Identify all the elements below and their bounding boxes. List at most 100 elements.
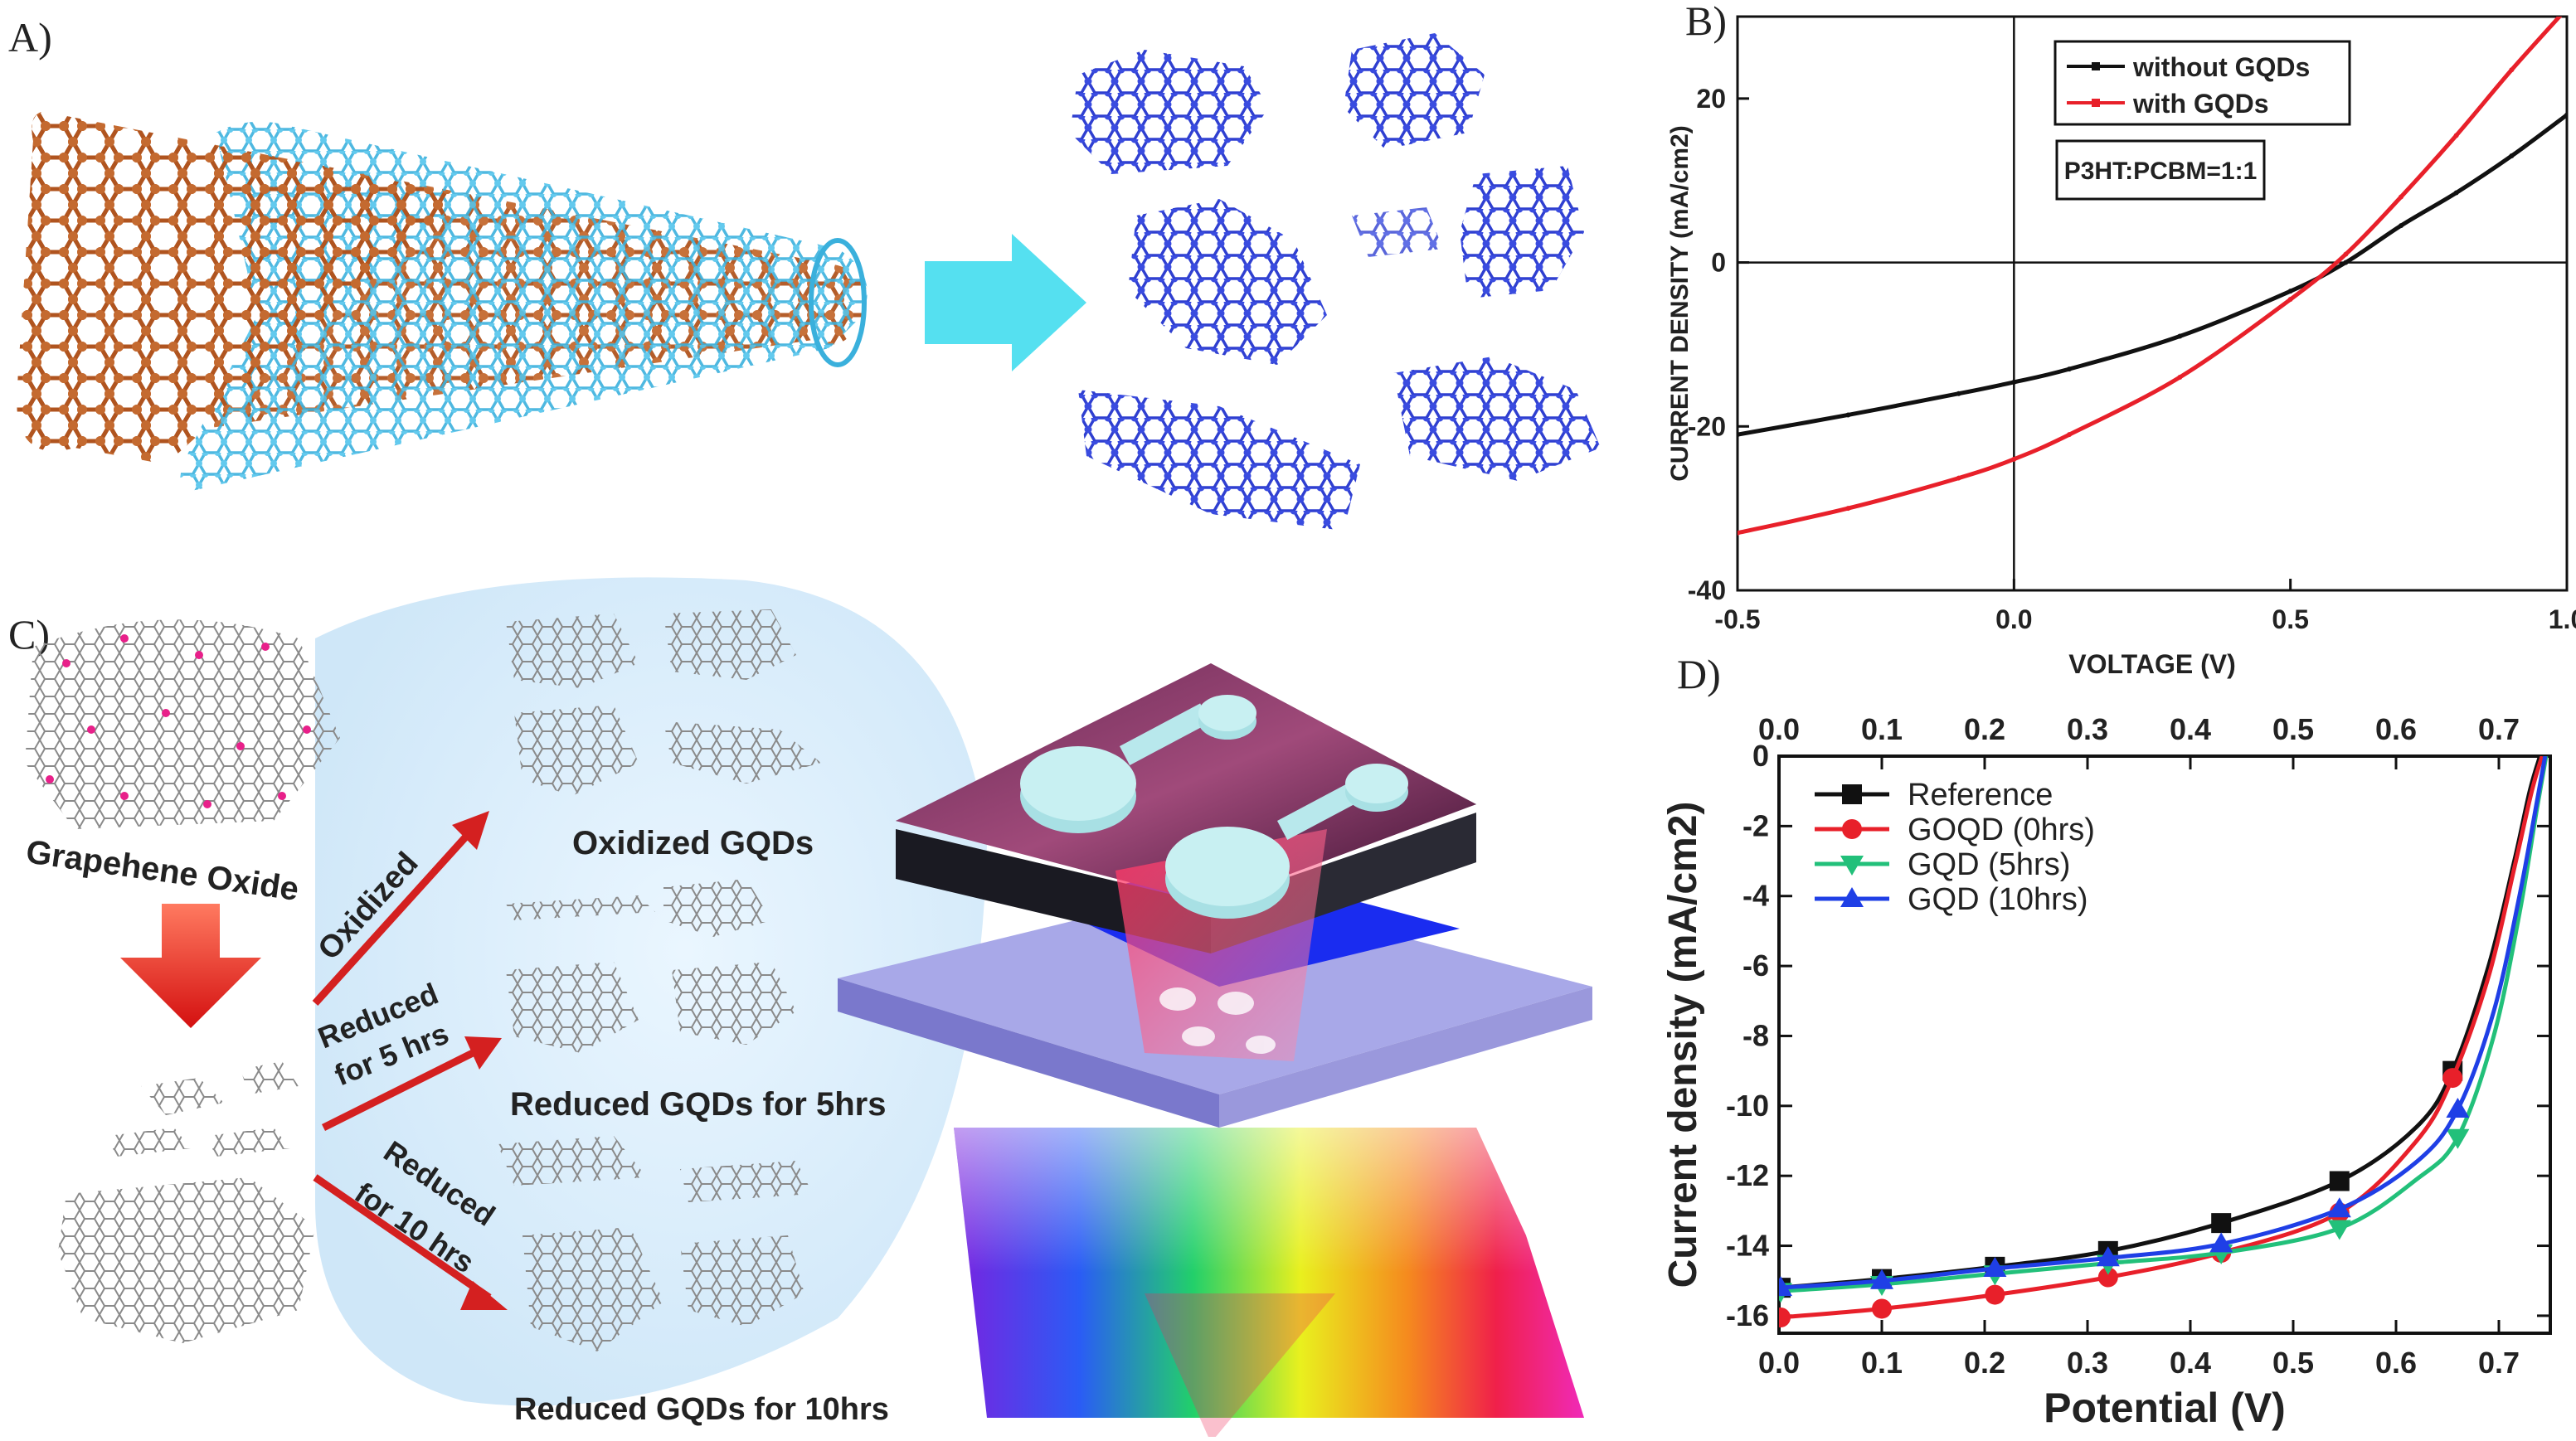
y-tick-label: -12	[1726, 1158, 1769, 1192]
plot-frame	[1777, 754, 2552, 1335]
solar-cell-device	[838, 663, 1592, 1441]
marker-triangle-up	[2209, 1232, 2233, 1253]
red-process-arrows	[312, 811, 508, 1310]
graphene-oxide-label: Grapehene Oxide	[24, 833, 301, 908]
y-tick-label: -10	[1726, 1089, 1769, 1123]
data-point	[2453, 133, 2459, 138]
y-tick-label: 0	[1752, 739, 1769, 773]
data-point	[2287, 297, 2293, 303]
data-point	[2011, 456, 2017, 462]
x-tick-label: 0.5	[2272, 1346, 2314, 1380]
y-tick-label: -40	[1688, 575, 1726, 605]
marker-circle	[2442, 1068, 2463, 1089]
panel-letter-a: A)	[8, 14, 52, 61]
x-tick-label: 0.2	[1964, 1346, 2005, 1380]
x-tick-label: 0.6	[2375, 1346, 2417, 1380]
marker-triangle-up	[2446, 1098, 2470, 1118]
legend-label: Reference	[1908, 778, 2053, 813]
data-point	[1845, 412, 1851, 418]
x-tick-label-top: 0.6	[2375, 712, 2417, 746]
x-tick-label-top: 0.1	[1861, 712, 1903, 746]
data-point	[2011, 379, 2017, 385]
marker-triangle-up	[2327, 1197, 2351, 1218]
marker-circle	[1842, 819, 1862, 839]
y-tick-label: 0	[1711, 248, 1726, 278]
y-tick-label: -14	[1726, 1229, 1769, 1263]
marker-triangle-up	[1779, 1276, 1792, 1297]
data-point	[2177, 333, 2183, 339]
marker-triangle-up	[1983, 1256, 2007, 1277]
x-tick-label: 0.0	[1758, 1346, 1800, 1380]
y-axis-label: Current density (mA/cm2)	[1661, 802, 1705, 1288]
gqd-sheets-illustration	[1070, 33, 1601, 531]
x-tick-label-top: 0.5	[2272, 712, 2314, 746]
annotation-label: P3HT:PCBM=1:1	[2064, 158, 2258, 185]
marker-square	[1842, 784, 1862, 804]
y-tick-label: -2	[1742, 808, 1769, 842]
jv-chart-b: -0.5 0.0 0.5 1.0 -40 -20 0 20 VOLTAGE (V) CURRENT…	[1666, 6, 2576, 679]
legend-label: GOQD (0hrs)	[1908, 813, 2095, 847]
marker-triangle-down	[1840, 856, 1864, 876]
legend-label: with GQDs	[2132, 89, 2269, 119]
x-tick-label: 0.1	[1861, 1346, 1903, 1380]
product-label-reduced5: Reduced GQDs for 5hrs	[510, 1086, 886, 1123]
x-tick-label: 0.3	[2067, 1346, 2108, 1380]
marker-square	[2329, 1171, 2350, 1191]
series-group	[1738, 6, 2569, 536]
data-point	[2067, 432, 2072, 438]
y-tick-label: -16	[1726, 1298, 1769, 1332]
marker-square	[2211, 1213, 2232, 1234]
legend-marker	[2092, 99, 2100, 107]
marker-circle	[2097, 1267, 2118, 1288]
small-gqd-fragments	[58, 1061, 315, 1343]
data-point	[2509, 67, 2515, 73]
x-tick-label: 0.7	[2478, 1346, 2520, 1380]
x-tick-label-top: 0.0	[1758, 712, 1800, 746]
marker-circle	[1985, 1284, 2005, 1305]
y-tick-label: -8	[1742, 1018, 1769, 1052]
data-point	[2509, 153, 2515, 159]
x-tick-label: 1.0	[2549, 604, 2576, 634]
data-point	[2177, 374, 2183, 380]
series-group	[1779, 756, 2549, 1328]
x-axis-label: Potential (V)	[2044, 1385, 2286, 1431]
y-axis-label: CURRENT DENSITY (mA/cm2)	[1666, 125, 1694, 482]
marker-triangle-up	[1840, 887, 1864, 907]
series-line-0	[1779, 756, 2542, 1290]
series-line-2	[1779, 756, 2549, 1293]
x-tick-label-top: 0.2	[1964, 712, 2005, 746]
marker-triangle-down	[2327, 1220, 2351, 1240]
cyan-process-arrow	[925, 234, 1086, 371]
x-axis-label: VOLTAGE (V)	[2068, 649, 2235, 679]
data-point	[2453, 190, 2459, 196]
x-tick-label-top: 0.3	[2067, 712, 2108, 746]
jv-chart-d: 0.0 0.0 0.1 0.1 0.2 0.2 0.3 0.3 0.4 0.4 0.5 0.5 0.6 0…	[1661, 712, 2552, 1431]
gqd-product-sheets	[498, 609, 821, 1351]
series-line-1	[1779, 756, 2544, 1320]
marker-circle	[1779, 1308, 1791, 1328]
series-line-1	[1738, 17, 2563, 536]
data-point	[2343, 260, 2349, 265]
series-line-3	[1779, 756, 2548, 1290]
product-label-reduced10: Reduced GQDs for 10hrs	[514, 1392, 889, 1427]
y-tick-label: 20	[1696, 84, 1726, 114]
legend-marker	[2092, 62, 2100, 70]
legend-label: GQD (5hrs)	[1908, 847, 2070, 882]
down-red-arrow	[120, 904, 261, 1028]
data-point	[1956, 391, 1961, 396]
annotation-box	[2055, 139, 2266, 201]
data-point	[2343, 251, 2349, 257]
marker-triangle-down	[2446, 1128, 2470, 1149]
marker-circle	[1872, 1298, 1892, 1319]
y-tick-label: -20	[1688, 411, 1726, 441]
x-tick-label: 0.5	[2272, 604, 2308, 634]
marker-triangle-up	[2096, 1246, 2120, 1267]
data-point	[2564, 6, 2569, 11]
data-point	[2564, 112, 2567, 118]
y-tick-label: -4	[1742, 879, 1769, 913]
x-tick-label: 0.0	[1995, 604, 2032, 634]
data-point	[2067, 366, 2072, 372]
data-point	[1845, 506, 1851, 512]
product-label-oxidized: Oxidized GQDs	[572, 825, 814, 861]
